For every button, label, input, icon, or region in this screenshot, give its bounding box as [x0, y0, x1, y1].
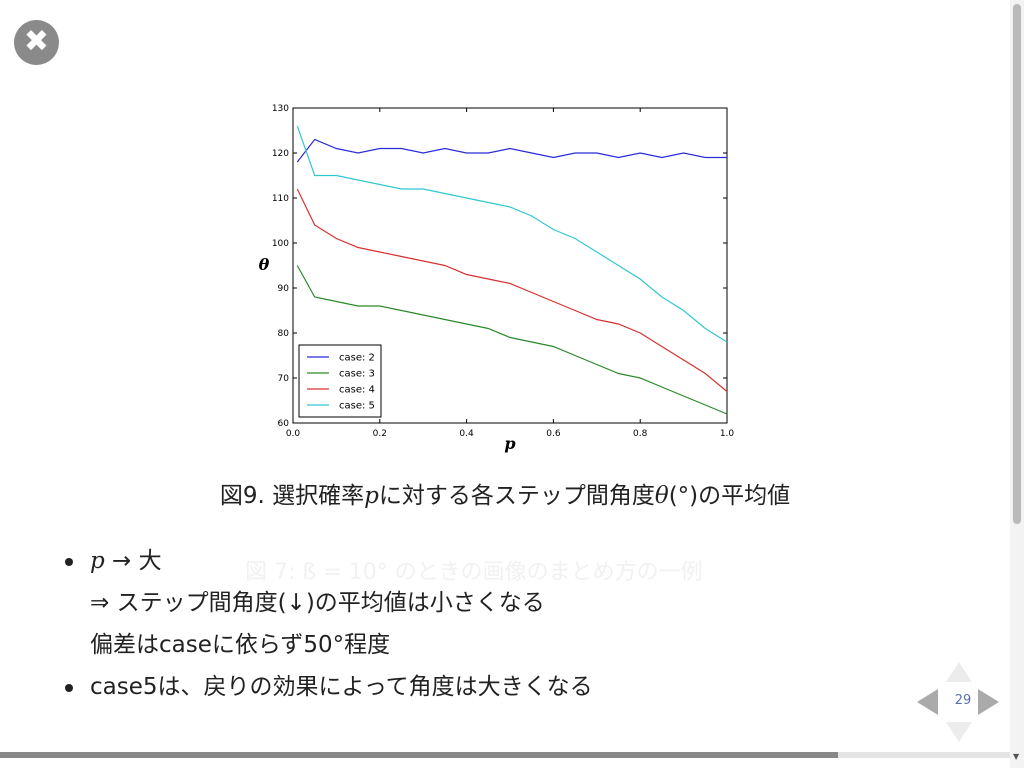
nav-down-arrow-icon[interactable] [946, 722, 972, 742]
x-tick-label: 0.6 [546, 429, 561, 439]
y-tick-label: 90 [278, 284, 290, 294]
chart: 0.0 0.2 0.4 0.6 0.8 1.0 60 70 80 90 100 110 120 130 c… [259, 104, 735, 453]
progress-bar [0, 752, 1010, 758]
x-tick-label: 1.0 [720, 429, 735, 439]
y-tick-label: 70 [278, 374, 290, 384]
nav-prev-arrow-icon[interactable] [917, 689, 938, 715]
legend-label: case: 4 [339, 385, 375, 396]
legend-label: case: 3 [339, 369, 375, 380]
close-button[interactable]: ✖ [14, 20, 59, 65]
y-tick-label: 110 [272, 194, 289, 204]
slide-number: 29 [954, 693, 972, 708]
x-tick-label: 0.2 [373, 429, 387, 439]
progress-fill [0, 752, 839, 758]
nav-up-arrow-icon[interactable] [946, 662, 972, 682]
y-tick-label: 120 [272, 149, 289, 159]
x-axis-label: p [504, 434, 515, 453]
slide-navigation: 29 [912, 660, 1004, 744]
y-tick-label: 100 [272, 239, 289, 249]
legend-label: case: 5 [339, 401, 375, 412]
y-tick-label: 130 [272, 104, 289, 114]
x-tick-label: 0.0 [286, 429, 301, 439]
x-tick-label: 0.4 [459, 429, 474, 439]
scrollbar-thumb[interactable] [1013, 4, 1021, 524]
y-tick-label: 60 [278, 419, 290, 429]
legend-label: case: 2 [339, 353, 375, 364]
close-icon: ✖ [23, 23, 50, 59]
y-tick-label: 80 [278, 329, 290, 339]
series-line-case-4 [296, 188, 728, 392]
scroll-down-arrow-icon[interactable]: ▼ [1013, 752, 1020, 761]
series-line-case-5 [296, 125, 728, 343]
y-axis-label: θ [259, 255, 270, 274]
nav-next-arrow-icon[interactable] [978, 689, 999, 715]
vertical-scrollbar[interactable]: ▼ [1010, 0, 1024, 768]
figure-caption: 図9. 選択確率pに対する各ステップ間角度θ(°)の平均値 [219, 483, 791, 509]
series-line-case-2 [296, 138, 727, 163]
series-line-case-3 [296, 265, 728, 415]
faded-background-text: 図 7: ß = 10° のときの画像のまとめ方の一例 [245, 560, 703, 585]
x-tick-label: 0.8 [633, 429, 648, 439]
